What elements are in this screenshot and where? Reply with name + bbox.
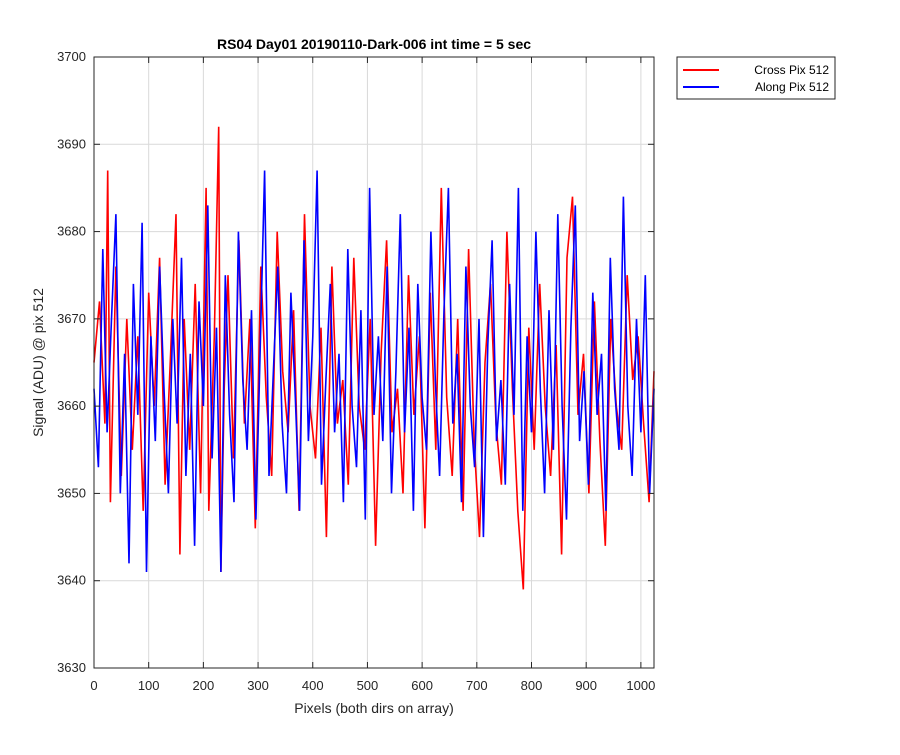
legend-label: Cross Pix 512 bbox=[754, 63, 829, 77]
legend-label: Along Pix 512 bbox=[755, 80, 829, 94]
legend: Cross Pix 512 Along Pix 512 bbox=[676, 56, 836, 100]
x-tick-label: 600 bbox=[411, 678, 433, 693]
chart-title: RS04 Day01 20190110-Dark-006 int time = … bbox=[217, 36, 531, 52]
x-tick-label: 500 bbox=[357, 678, 379, 693]
legend-box bbox=[676, 56, 836, 100]
series-line-cross-pix-512 bbox=[93, 126, 655, 590]
x-tick-label: 100 bbox=[138, 678, 160, 693]
series-line-along-pix-512 bbox=[93, 170, 655, 573]
y-tick-label: 3680 bbox=[57, 224, 86, 239]
y-tick-label: 3670 bbox=[57, 311, 86, 326]
x-tick-label: 200 bbox=[193, 678, 215, 693]
x-tick-label: 700 bbox=[466, 678, 488, 693]
x-tick-label: 800 bbox=[521, 678, 543, 693]
y-tick-label: 3660 bbox=[57, 398, 86, 413]
y-tick-label: 3630 bbox=[57, 660, 86, 675]
x-axis-label: Pixels (both dirs on array) bbox=[294, 700, 454, 716]
x-tick-label: 1000 bbox=[626, 678, 655, 693]
y-tick-label: 3640 bbox=[57, 573, 86, 588]
y-tick-label: 3690 bbox=[57, 136, 86, 151]
y-tick-label: 3700 bbox=[57, 49, 86, 64]
x-tick-label: 300 bbox=[247, 678, 269, 693]
plot-frame bbox=[93, 56, 655, 669]
x-tick-label: 900 bbox=[575, 678, 597, 693]
ticks: 0 100 200 300 400 500 600 700 800 900 1000 3630 3640… bbox=[57, 49, 655, 693]
series-layer bbox=[93, 126, 655, 590]
y-axis-label: Signal (ADU) @ pix 512 bbox=[30, 288, 46, 437]
y-tick-label: 3650 bbox=[57, 485, 86, 500]
x-tick-label: 400 bbox=[302, 678, 324, 693]
x-tick-label: 0 bbox=[90, 678, 97, 693]
